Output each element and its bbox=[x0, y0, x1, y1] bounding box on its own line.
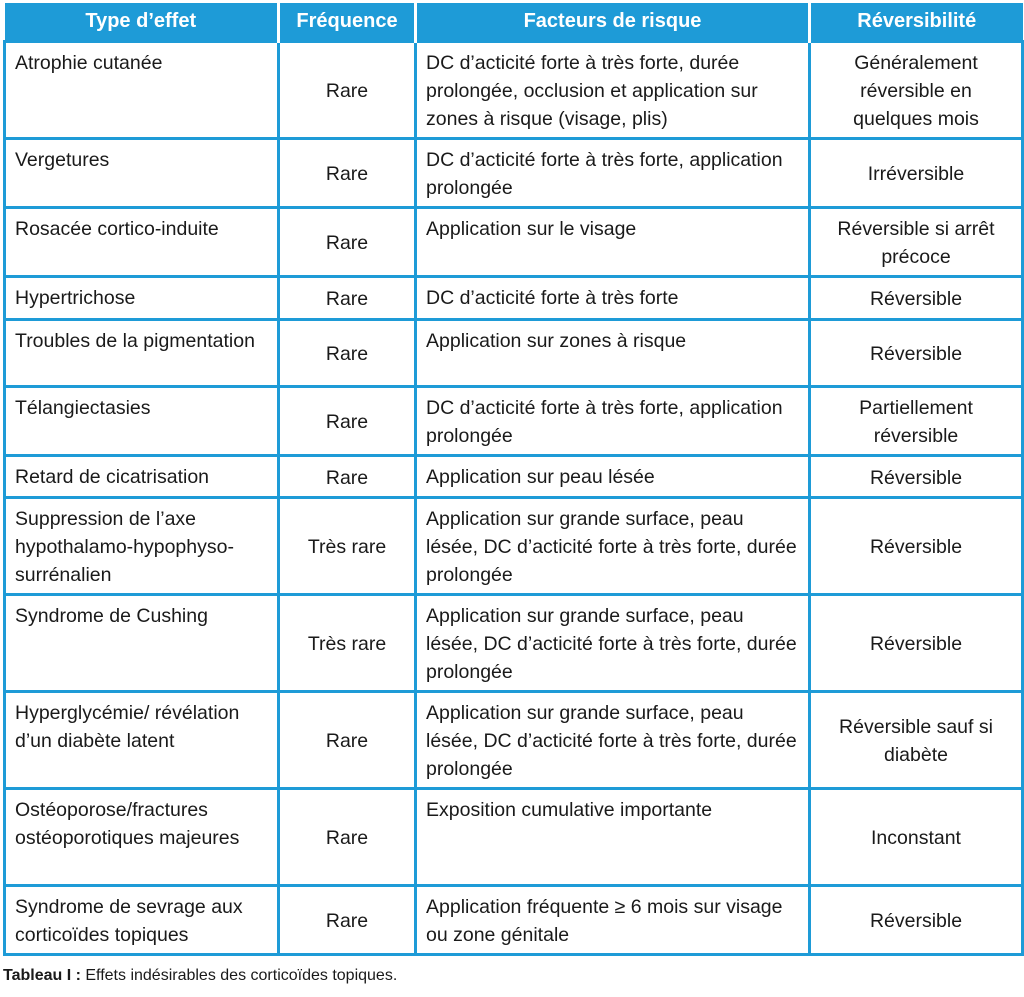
cell-type: Retard de cicatrisation bbox=[3, 454, 280, 499]
cell-risk-factors: Application sur zones à risque bbox=[414, 318, 811, 388]
cell-reversibility: Réversible si arrêt précoce bbox=[808, 206, 1024, 278]
cell-reversibility: Irréversible bbox=[808, 137, 1024, 209]
table-row: Syndrome de sevrage aux corticoïdes topi… bbox=[3, 884, 1024, 956]
header-row: Type d’effet Fréquence Facteurs de risqu… bbox=[4, 3, 1023, 42]
cell-risk-factors: Application sur grande surface, peau lés… bbox=[414, 496, 811, 596]
cell-reversibility: Réversible bbox=[808, 593, 1024, 693]
cell-reversibility: Partiellement réversible bbox=[808, 385, 1024, 457]
header-frequency: Fréquence bbox=[277, 3, 417, 42]
cell-reversibility: Réversible bbox=[808, 275, 1024, 321]
adverse-effects-table: Type d’effet Fréquence Facteurs de risqu… bbox=[3, 3, 1024, 956]
table-row: Hyperglycémie/ révélation d’un diabète l… bbox=[3, 690, 1024, 790]
cell-frequency: Rare bbox=[277, 206, 417, 278]
table-row: Retard de cicatrisation Rare Application s… bbox=[3, 454, 1024, 499]
table-row: Troubles de la pigmentation Rare Applicati… bbox=[3, 318, 1024, 388]
table-row: Rosacée cortico-induite Rare Application s… bbox=[3, 206, 1024, 278]
cell-type: Syndrome de Cushing bbox=[3, 593, 280, 693]
cell-reversibility: Réversible sauf si diabète bbox=[808, 690, 1024, 790]
cell-type: Hypertrichose bbox=[3, 275, 280, 321]
table-row: Hypertrichose Rare DC d’acticité forte à t… bbox=[3, 275, 1024, 321]
cell-risk-factors: Application sur grande surface, peau lés… bbox=[414, 593, 811, 693]
cell-risk-factors: Exposition cumulative importante bbox=[414, 787, 811, 887]
cell-frequency: Rare bbox=[277, 318, 417, 388]
cell-frequency: Rare bbox=[277, 275, 417, 321]
cell-risk-factors: DC d’acticité forte à très forte bbox=[414, 275, 811, 321]
cell-frequency: Rare bbox=[277, 690, 417, 790]
cell-frequency: Rare bbox=[277, 40, 417, 140]
cell-type: Rosacée cortico-induite bbox=[3, 206, 280, 278]
cell-reversibility: Réversible bbox=[808, 318, 1024, 388]
cell-risk-factors: Application sur peau lésée bbox=[414, 454, 811, 499]
table-row: Télangiectasies Rare DC d’acticité forte à… bbox=[3, 385, 1024, 457]
table-row: Suppression de l’axe hypothalamo-hypophy… bbox=[3, 496, 1024, 596]
cell-frequency: Rare bbox=[277, 884, 417, 956]
cell-type: Troubles de la pigmentation bbox=[3, 318, 280, 388]
table-row: Vergetures Rare DC d’acticité forte à très… bbox=[3, 137, 1024, 209]
caption-label: Tableau I : bbox=[3, 967, 81, 984]
table-row: Syndrome de Cushing Très rare Application … bbox=[3, 593, 1024, 693]
cell-risk-factors: DC d’acticité forte à très forte, applic… bbox=[414, 385, 811, 457]
cell-type: Hyperglycémie/ révélation d’un diabète l… bbox=[3, 690, 280, 790]
cell-reversibility: Généralement réversible en quelques mois bbox=[808, 40, 1024, 140]
cell-risk-factors: DC d’acticité forte à très forte, applic… bbox=[414, 137, 811, 209]
table-row: Atrophie cutanée Rare DC d’acticité forte … bbox=[3, 40, 1024, 140]
cell-risk-factors: Application sur grande surface, peau lés… bbox=[414, 690, 811, 790]
cell-type: Atrophie cutanée bbox=[3, 40, 280, 140]
header-type: Type d’effet bbox=[4, 3, 280, 42]
cell-reversibility: Inconstant bbox=[808, 787, 1024, 887]
cell-reversibility: Réversible bbox=[808, 884, 1024, 956]
header-risk-factors: Facteurs de risque bbox=[414, 3, 811, 42]
cell-risk-factors: Application sur le visage bbox=[414, 206, 811, 278]
cell-frequency: Rare bbox=[277, 454, 417, 499]
cell-frequency: Très rare bbox=[277, 593, 417, 693]
table-row: Ostéoporose/fractures ostéoporotiques ma… bbox=[3, 787, 1024, 887]
cell-frequency: Très rare bbox=[277, 496, 417, 596]
cell-reversibility: Réversible bbox=[808, 496, 1024, 596]
caption-text: Effets indésirables des corticoïdes topi… bbox=[80, 967, 398, 984]
header-reversibility: Réversibilité bbox=[808, 3, 1023, 42]
cell-frequency: Rare bbox=[277, 385, 417, 457]
cell-type: Télangiectasies bbox=[3, 385, 280, 457]
cell-type: Syndrome de sevrage aux corticoïdes topi… bbox=[3, 884, 280, 956]
cell-reversibility: Réversible bbox=[808, 454, 1024, 499]
cell-type: Suppression de l’axe hypothalamo-hypophy… bbox=[3, 496, 280, 596]
cell-frequency: Rare bbox=[277, 787, 417, 887]
cell-risk-factors: DC d’acticité forte à très forte, durée … bbox=[414, 40, 811, 140]
cell-type: Vergetures bbox=[3, 137, 280, 209]
cell-type: Ostéoporose/fractures ostéoporotiques ma… bbox=[3, 787, 280, 887]
cell-frequency: Rare bbox=[277, 137, 417, 209]
table-caption: Tableau I : Effets indésirables des cort… bbox=[3, 967, 397, 985]
cell-risk-factors: Application fréquente ≥ 6 mois sur visag… bbox=[414, 884, 811, 956]
